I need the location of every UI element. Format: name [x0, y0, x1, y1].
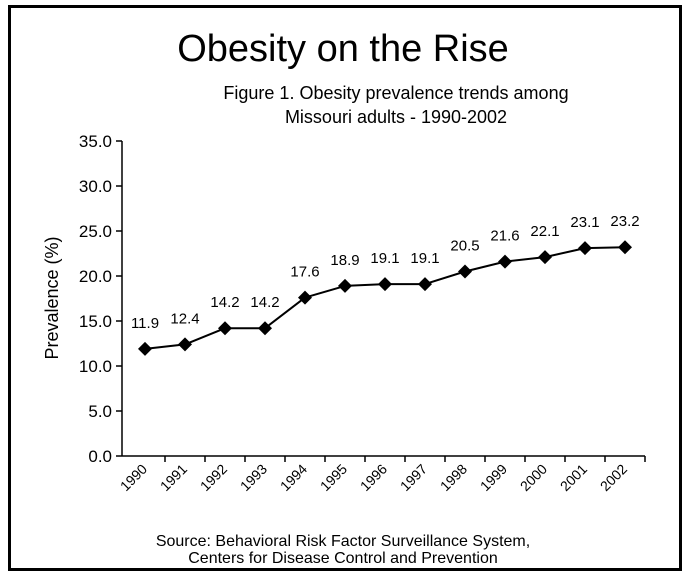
data-label-1998: 20.5: [450, 238, 479, 255]
data-label-1999: 21.6: [490, 228, 519, 245]
x-tick-label-1999: 1999: [477, 461, 510, 494]
x-tick-label-2000: 2000: [517, 461, 550, 494]
x-tick-label-1993: 1993: [237, 461, 270, 494]
chart-title: Obesity on the Rise: [177, 28, 509, 70]
data-point-1990: [138, 341, 152, 356]
x-tick-label-1991: 1991: [157, 461, 190, 494]
data-label-1994: 17.6: [290, 264, 319, 281]
data-label-1996: 19.1: [370, 250, 399, 267]
data-point-1995: [338, 278, 352, 293]
x-tick-label-2001: 2001: [557, 461, 590, 494]
data-label-2000: 22.1: [530, 223, 559, 240]
y-tick-label-4: 20.0: [79, 267, 112, 286]
x-tick-label-1990: 1990: [117, 461, 150, 494]
chart-subtitle-line-2: Missouri adults - 1990-2002: [285, 107, 507, 127]
data-point-1996: [378, 277, 392, 292]
x-tick-label-1996: 1996: [357, 461, 390, 494]
y-axis-ticks: 0.0 5.0 10.0 15.0 20.0 25.0 30.0 35.0: [79, 132, 122, 466]
chart-frame: [8, 5, 682, 571]
y-tick-label-0: 0.0: [88, 447, 112, 466]
data-label-1991: 12.4: [170, 310, 199, 327]
y-axis-label: Prevalence (%): [42, 236, 62, 359]
y-tick-label-7: 35.0: [79, 132, 112, 151]
data-label-1997: 19.1: [410, 250, 439, 267]
data-label-1993: 14.2: [250, 294, 279, 311]
x-axis-ticks: 1990 1991 1992 1993 1994 1995 1996 1997 1998 1999…: [117, 456, 646, 494]
data-label-2001: 23.1: [570, 214, 599, 231]
data-label-2002: 23.2: [610, 213, 639, 230]
x-tick-label-1998: 1998: [437, 461, 470, 494]
x-tick-label-1994: 1994: [277, 461, 310, 494]
y-tick-label-3: 15.0: [79, 312, 112, 331]
y-tick-label-2: 10.0: [79, 357, 112, 376]
x-tick-label-1992: 1992: [197, 461, 230, 494]
prevalence-series: 11.9 12.4 14.2 14.2 17.6 18.9 19.1 19.1 20.5 21.6…: [131, 213, 640, 356]
data-point-1991: [178, 337, 192, 352]
data-label-1992: 14.2: [210, 294, 239, 311]
chart-subtitle-line-1: Figure 1. Obesity prevalence trends amon…: [223, 83, 568, 103]
data-point-1998: [458, 264, 472, 279]
x-tick-label-1997: 1997: [397, 461, 430, 494]
data-label-1995: 18.9: [330, 252, 359, 269]
source-line-1: Source: Behavioral Risk Factor Surveilla…: [156, 533, 530, 550]
y-tick-label-6: 30.0: [79, 177, 112, 196]
data-point-1997: [418, 277, 432, 292]
source-line-2: Centers for Disease Control and Preventi…: [188, 550, 498, 567]
data-point-1994: [298, 290, 312, 305]
data-point-1992: [218, 321, 232, 336]
data-point-2002: [618, 240, 632, 255]
data-point-2000: [538, 250, 552, 265]
x-tick-label-2002: 2002: [597, 461, 630, 494]
y-tick-label-5: 25.0: [79, 222, 112, 241]
x-tick-label-1995: 1995: [317, 461, 350, 494]
data-point-1993: [258, 321, 272, 336]
data-label-1990: 11.9: [131, 315, 159, 332]
y-tick-label-1: 5.0: [88, 402, 112, 421]
data-point-1999: [498, 254, 512, 269]
data-point-2001: [578, 241, 592, 256]
